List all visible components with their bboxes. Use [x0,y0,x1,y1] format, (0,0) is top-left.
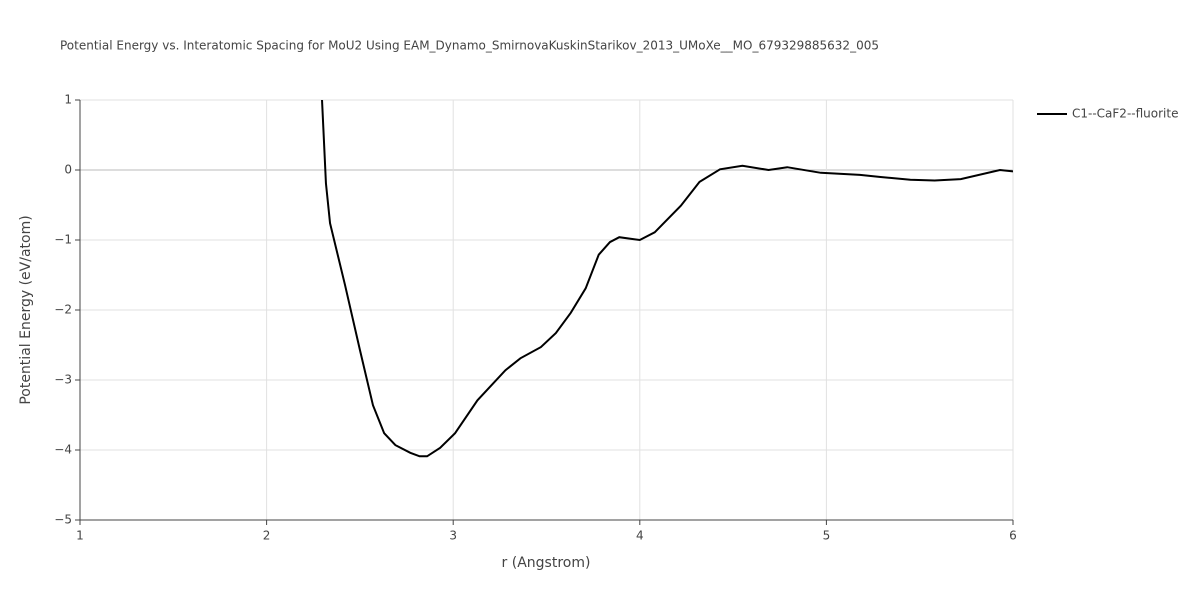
y-tick-label: −3 [54,373,72,387]
x-axis-title: r (Angstrom) [502,555,591,571]
x-tick-label: 3 [449,529,457,543]
x-tick-label: 6 [1009,529,1017,543]
x-tick-label: 5 [823,529,831,543]
plot-area [321,100,1013,458]
y-tick-label: −2 [54,303,72,317]
x-tick-label: 1 [76,529,84,543]
chart-title: Potential Energy vs. Interatomic Spacing… [60,39,879,53]
y-tick-label: −1 [54,233,72,247]
y-tick-label: −4 [54,443,72,457]
y-tick-label: 0 [64,163,72,177]
y-tick-label: −5 [54,513,72,527]
x-tick-label: 4 [636,529,644,543]
x-tick-label: 2 [263,529,271,543]
y-tick-label: 1 [64,93,72,107]
data-line [321,100,1013,458]
legend-label: C1--CaF2--fluorite [1072,107,1178,121]
y-axis-title: Potential Energy (eV/atom) [18,215,34,404]
